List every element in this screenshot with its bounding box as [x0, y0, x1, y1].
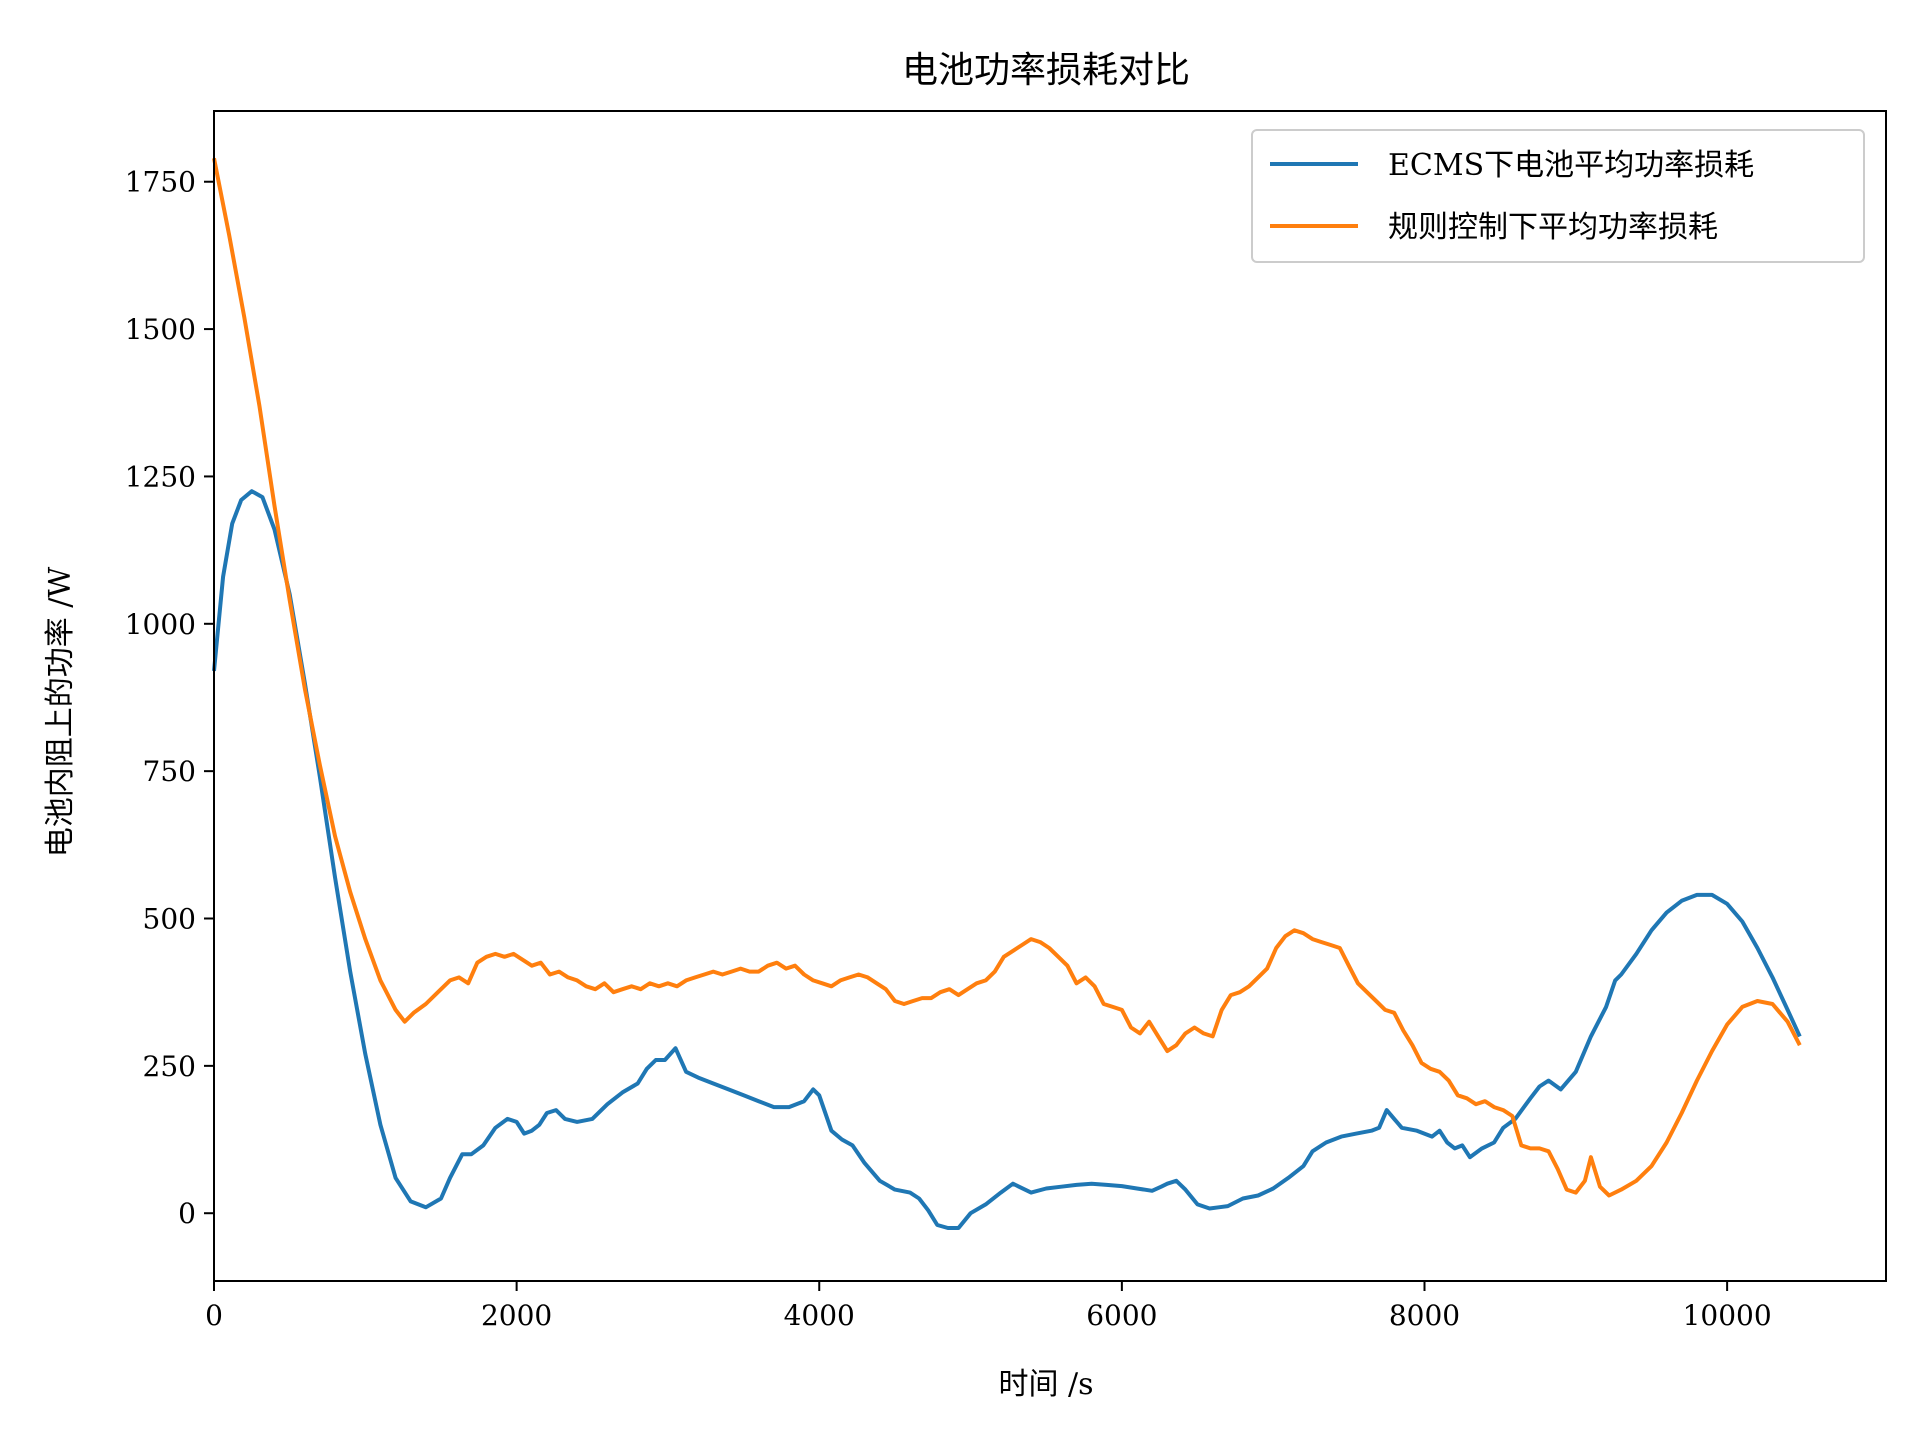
legend-box [1251, 129, 1865, 263]
x-tick-label: 8000 [1389, 1299, 1460, 1332]
x-tick-label: 4000 [784, 1299, 855, 1332]
series-layer [212, 157, 1802, 1230]
x-axis: 0 2000 4000 6000 8000 10000 [205, 1281, 1772, 1332]
y-tick-label: 1250 [125, 460, 196, 493]
legend-label-ecms: ECMS下电池平均功率损耗 [1388, 148, 1754, 183]
y-tick-label: 750 [143, 755, 196, 788]
x-tick-label: 6000 [1086, 1299, 1157, 1332]
y-tick-label: 500 [143, 903, 196, 936]
legend-label-rule: 规则控制下平均功率损耗 [1388, 210, 1718, 245]
y-tick-label: 0 [178, 1197, 196, 1230]
x-tick-label: 10000 [1683, 1299, 1772, 1332]
y-tick-label: 1000 [125, 608, 196, 641]
legend: ECMS下电池平均功率损耗 规则控制下平均功率损耗 [1251, 129, 1865, 263]
plot-area-frame [213, 110, 1887, 1282]
y-axis-title: 电池内阻上的功率 /W [43, 567, 78, 858]
y-tick-label: 1500 [125, 313, 196, 346]
x-tick-label: 2000 [481, 1299, 552, 1332]
y-axis: 0 250 500 750 1000 1250 1500 1750 [125, 166, 214, 1230]
series-line-ecms [212, 489, 1802, 1230]
x-axis-title: 时间 /s [998, 1367, 1093, 1402]
y-tick-label: 1750 [125, 166, 196, 199]
series-line-rule [212, 157, 1802, 1198]
x-tick-label: 0 [205, 1299, 223, 1332]
chart-title: 电池功率损耗对比 [902, 50, 1190, 91]
y-tick-label: 250 [143, 1050, 196, 1083]
